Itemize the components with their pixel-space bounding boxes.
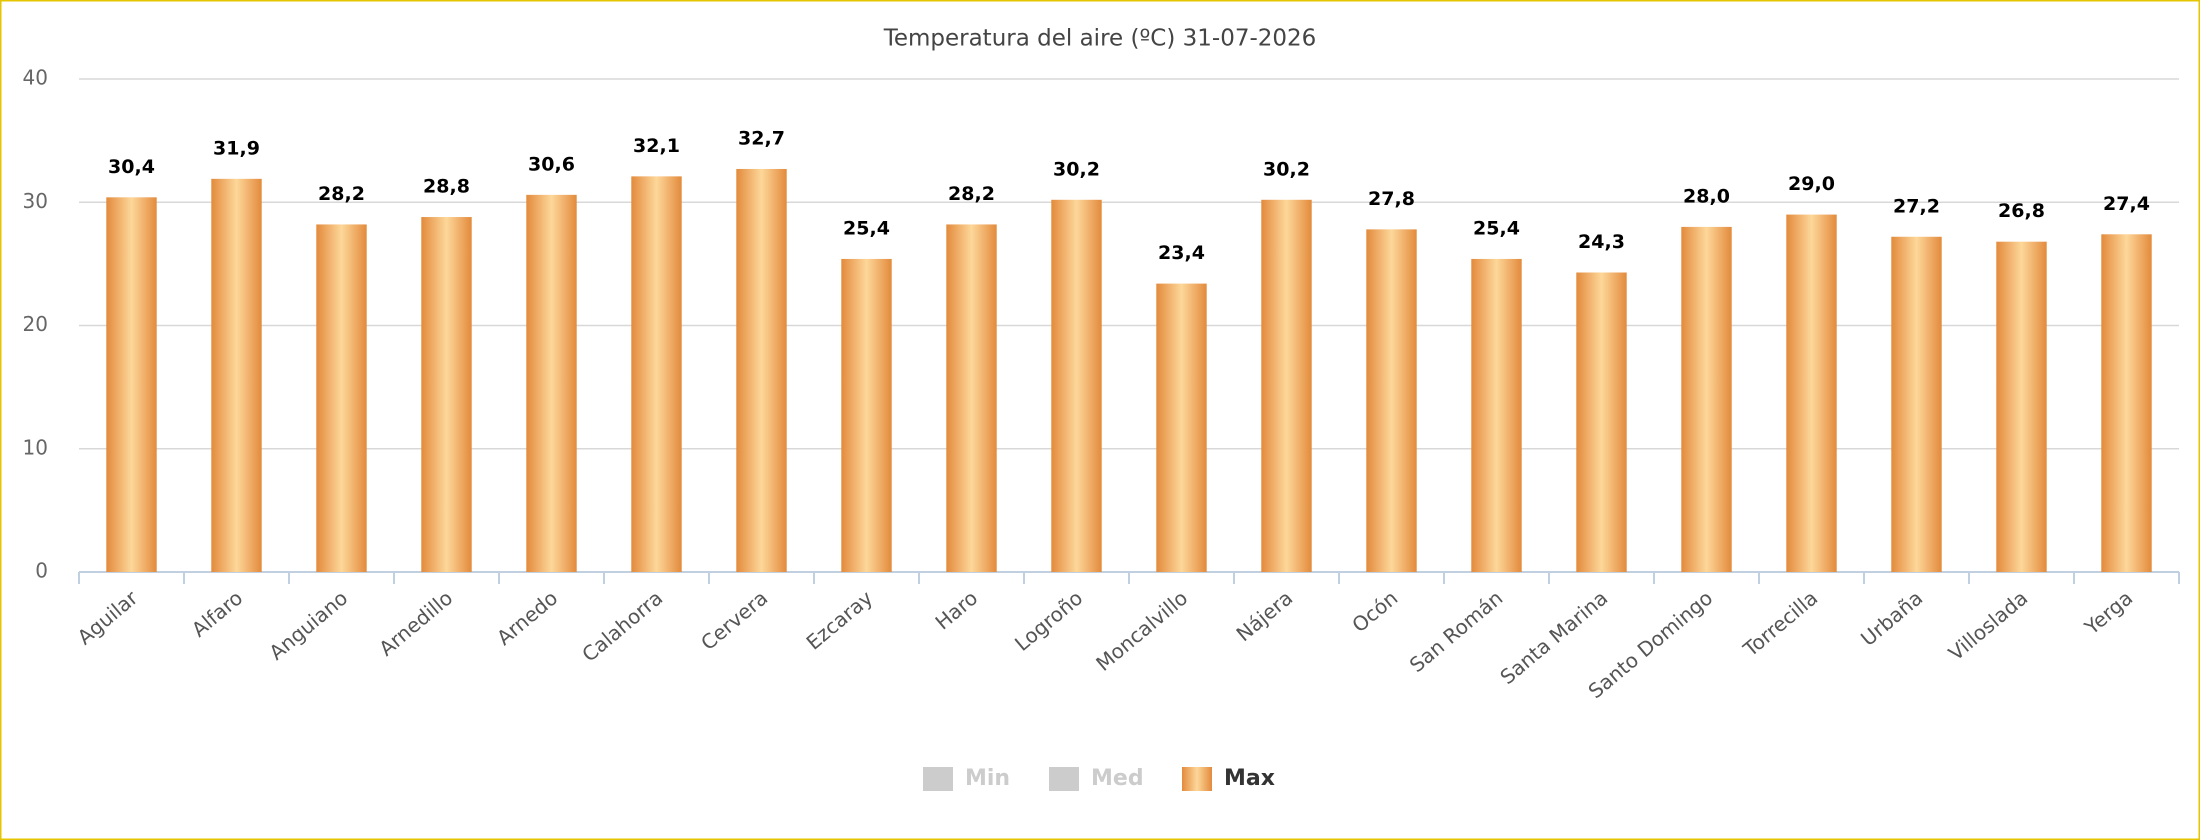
data-label: 25,4	[843, 217, 890, 239]
bar	[841, 258, 892, 572]
x-tick-label: Torrecilla	[1738, 586, 1822, 662]
x-tick-label: Anguiano	[264, 586, 352, 665]
legend-swatch[interactable]	[1049, 767, 1079, 791]
x-tick-label: San Román	[1405, 586, 1507, 677]
data-label: 27,4	[2103, 193, 2150, 215]
y-tick-label: 40	[23, 66, 48, 90]
data-label: 29,0	[1788, 173, 1835, 195]
x-tick-label: Urbaña	[1856, 586, 1927, 651]
bar	[1051, 199, 1102, 572]
y-tick-label: 30	[23, 189, 48, 213]
bar	[106, 197, 157, 572]
x-tick-label: Alfaro	[187, 586, 247, 642]
data-label: 27,2	[1893, 195, 1940, 217]
bar	[1996, 241, 2047, 572]
legend-swatch[interactable]	[1182, 767, 1212, 791]
x-tick-label: Arnedillo	[374, 586, 457, 661]
data-label: 26,8	[1998, 200, 2045, 222]
data-label: 23,4	[1158, 242, 1205, 264]
data-label: 31,9	[213, 137, 260, 159]
x-tick-label: Nájera	[1232, 586, 1298, 647]
data-label: 28,2	[318, 183, 365, 205]
data-label: 24,3	[1578, 231, 1625, 253]
bar	[1786, 214, 1837, 572]
x-tick-label: Aguilar	[73, 585, 143, 649]
bar	[316, 224, 367, 572]
bar	[1366, 229, 1417, 573]
y-tick-label: 0	[35, 559, 48, 583]
bar	[2101, 234, 2152, 573]
bar	[1891, 236, 1942, 572]
data-label: 27,8	[1368, 188, 1415, 210]
bar	[631, 176, 682, 572]
legend-swatch[interactable]	[923, 767, 953, 791]
x-tick-label: Arnedo	[492, 586, 562, 650]
data-label: 28,0	[1683, 185, 1730, 207]
data-label: 28,2	[948, 183, 995, 205]
bar	[526, 194, 577, 573]
x-tick-label: Villoslada	[1944, 586, 2032, 666]
x-tick-label: Logroño	[1010, 586, 1087, 656]
bar	[421, 217, 472, 573]
data-label: 32,7	[738, 127, 785, 149]
x-tick-label: Haro	[931, 586, 983, 635]
bar	[1681, 226, 1732, 572]
data-label: 30,4	[108, 156, 155, 178]
x-tick-label: Cervera	[696, 586, 772, 655]
legend-label[interactable]: Max	[1224, 766, 1275, 791]
bar	[1471, 258, 1522, 572]
data-label: 28,8	[423, 176, 470, 198]
x-tick-label: Calahorra	[577, 586, 667, 667]
x-tick-label: Yerga	[2079, 586, 2137, 640]
bar	[1156, 283, 1207, 572]
legend-label[interactable]: Min	[965, 766, 1010, 791]
data-label: 30,2	[1053, 158, 1100, 180]
bar	[946, 224, 997, 572]
y-tick-label: 20	[23, 312, 48, 336]
chart-title: Temperatura del aire (ºC) 31-07-2026	[883, 26, 1317, 52]
x-tick-label: Ezcaray	[802, 586, 878, 655]
data-label: 32,1	[633, 135, 680, 157]
data-label: 25,4	[1473, 217, 1520, 239]
y-tick-label: 10	[23, 435, 48, 459]
bar	[1261, 199, 1312, 572]
data-label: 30,2	[1263, 158, 1310, 180]
data-label: 30,6	[528, 153, 575, 175]
bar	[1576, 272, 1627, 572]
x-tick-label: Ocón	[1347, 586, 1402, 638]
x-tick-label: Santa Marina	[1495, 586, 1612, 689]
bar	[736, 168, 787, 572]
x-tick-label: Moncalvillo	[1091, 586, 1192, 676]
bar	[211, 178, 262, 572]
legend-label[interactable]: Med	[1091, 766, 1144, 791]
